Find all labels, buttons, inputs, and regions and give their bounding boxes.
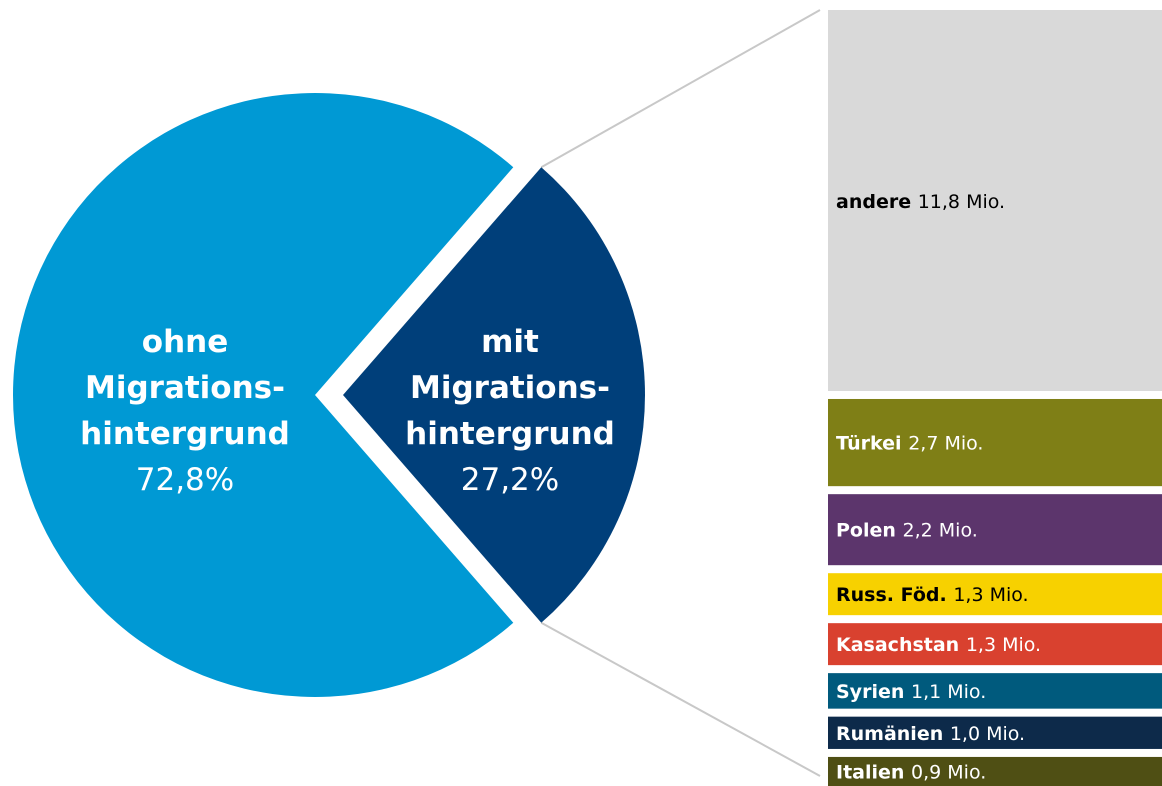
pie-label-ohne: ohne bbox=[142, 324, 228, 360]
bar-segment-andere bbox=[828, 10, 1162, 391]
bar-segment-kasachstan bbox=[828, 623, 1162, 666]
bar-segment-russ-föd bbox=[828, 573, 1162, 616]
pie-value-label-ohne: 72,8% bbox=[136, 462, 234, 498]
pie-label-ohne: Migrations- bbox=[85, 370, 285, 406]
bar-segment-rumänien bbox=[828, 716, 1162, 749]
pie-slice-ohne bbox=[12, 92, 514, 697]
bar-label-türkei: Türkei 2,7 Mio. bbox=[836, 433, 983, 455]
bar-label-syrien: Syrien 1,1 Mio. bbox=[836, 681, 986, 703]
bar-segment-syrien bbox=[828, 673, 1162, 709]
bar-label-kasachstan: Kasachstan 1,3 Mio. bbox=[836, 634, 1041, 656]
pie-label-mit: hintergrund bbox=[405, 416, 615, 452]
bar-label-italien: Italien 0,9 Mio. bbox=[836, 761, 986, 783]
bar-label-rumänien: Rumänien 1,0 Mio. bbox=[836, 723, 1025, 745]
pie-label-mit: mit bbox=[481, 324, 539, 360]
bar-segment-italien bbox=[828, 756, 1162, 786]
pie-slice-mit bbox=[343, 167, 645, 623]
connector-line-bottom bbox=[540, 621, 821, 777]
bar-segment-polen bbox=[828, 494, 1162, 566]
bar-label-russ-föd: Russ. Föd. 1,3 Mio. bbox=[836, 584, 1029, 606]
bar-label-polen: Polen 2,2 Mio. bbox=[836, 520, 978, 542]
connector-line-top bbox=[540, 9, 821, 169]
pie-label-ohne: hintergrund bbox=[80, 416, 290, 452]
bar-segment-türkei bbox=[828, 398, 1162, 487]
pie-value-label-mit: 27,2% bbox=[461, 462, 559, 498]
bar-label-andere: andere 11,8 Mio. bbox=[836, 191, 1005, 213]
pie-label-mit: Migrations- bbox=[410, 370, 610, 406]
